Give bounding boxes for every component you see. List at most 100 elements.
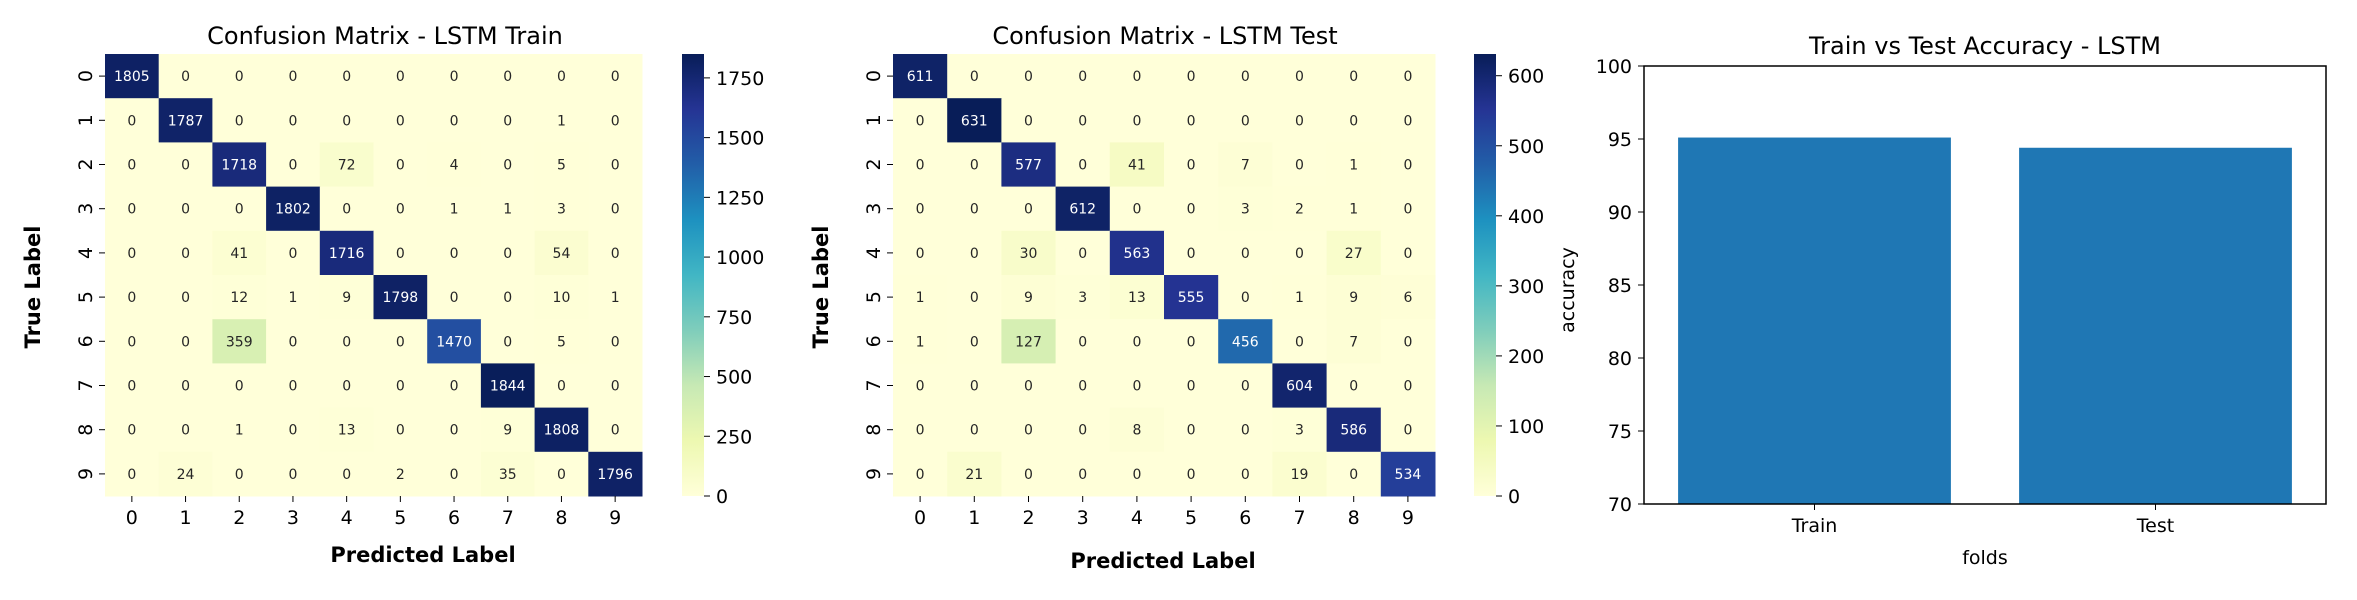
bar-chart-title: Train vs Test Accuracy - LSTM: [1808, 32, 2161, 60]
heatmap-cell: [427, 142, 482, 188]
cell-value-label: 4: [450, 158, 459, 174]
heatmap-cell: [1380, 407, 1436, 453]
cell-value-label: 0: [1295, 158, 1304, 174]
cell-value-label: 0: [235, 69, 244, 85]
cell-value-label: 0: [396, 158, 405, 174]
heatmap-cell: [588, 54, 643, 99]
heatmap-cell: [373, 186, 428, 232]
heatmap-cell: [1218, 363, 1273, 409]
cell-value-label: 1: [1349, 202, 1358, 218]
heatmap-cell: [427, 186, 482, 232]
cell-value-label: 0: [1187, 113, 1196, 129]
heatmap-cell: [1109, 407, 1165, 453]
heatmap-cell: [1164, 186, 1219, 232]
heatmap-cell: [1218, 230, 1273, 276]
heatmap-cell: [1218, 407, 1273, 453]
heatmap-cell: [1380, 363, 1436, 409]
cell-value-label: 0: [288, 113, 297, 129]
heatmap-cell: [534, 98, 589, 143]
heatmap-cell: [1380, 230, 1436, 276]
heatmap-cell: [480, 186, 536, 232]
accuracy-bar-chart: Train vs Test Accuracy - LSTM 70 75 80 85 90…: [1557, 32, 2327, 569]
cell-value-label: 0: [181, 379, 190, 395]
cell-value-label: 0: [1349, 113, 1358, 129]
heatmap-cell: [893, 186, 948, 232]
colorbar-tick-label: 0: [716, 486, 728, 508]
cell-value-label: 1: [235, 423, 244, 439]
train-colorbar: 0 250 500 750 1000 1250 1500 1750: [682, 54, 764, 508]
cell-value-label: 0: [450, 246, 459, 262]
cell-value-label: 0: [611, 334, 620, 350]
heatmap-cell: [1164, 407, 1219, 453]
cell-value-label: 0: [396, 113, 405, 129]
cell-value-label: 30: [1020, 246, 1038, 262]
heatmap-cell: [480, 142, 536, 188]
accuracy-bar: [1678, 137, 1951, 505]
heatmap-cell: [212, 363, 267, 409]
heatmap-cell: [588, 407, 643, 453]
heatmap-cell: [1272, 186, 1328, 232]
heatmap-cell: [1055, 319, 1111, 364]
heatmap-cell: [1001, 186, 1057, 232]
heatmap-cell: [1109, 275, 1165, 320]
cell-value-label: 0: [288, 334, 297, 350]
y-tick-label: 100: [1596, 56, 1632, 78]
cell-value-label: 1: [611, 290, 620, 306]
x-tick-label: 4: [1131, 507, 1143, 529]
cell-value-label: 8: [1132, 423, 1141, 439]
cell-value-label: 0: [127, 423, 136, 439]
heatmap-cell: [534, 186, 589, 232]
heatmap-cell: [534, 230, 589, 276]
colorbar-tick-label: 500: [716, 367, 752, 389]
heatmap-cell: [373, 54, 428, 99]
cell-value-label: 1: [916, 334, 925, 350]
cell-value-label: 0: [1241, 246, 1250, 262]
cell-value-label: 0: [127, 467, 136, 483]
y-tick-label: 0: [75, 70, 97, 82]
y-tick-label: 70: [1608, 494, 1632, 516]
y-tick-label: 75: [1608, 421, 1632, 443]
cell-value-label: 0: [503, 158, 512, 174]
cell-value-label: 0: [916, 246, 925, 262]
heatmap-cell: [212, 407, 267, 453]
cell-value-label: 0: [1078, 246, 1087, 262]
heatmap-cell: [1109, 186, 1165, 232]
heatmap-cell: [212, 319, 267, 364]
heatmap-cell: [1109, 319, 1165, 364]
heatmap-cell: [1001, 54, 1057, 99]
cell-value-label: 19: [1291, 467, 1309, 483]
heatmap-cell: [319, 275, 374, 320]
heatmap-cell: [427, 319, 482, 364]
heatmap-cell: [1001, 142, 1057, 188]
heatmap-cell: [1272, 407, 1328, 453]
x-tick-label: 9: [1402, 507, 1414, 529]
cell-value-label: 21: [965, 467, 983, 483]
heatmap-cell: [947, 54, 1002, 99]
cell-value-label: 0: [1132, 69, 1141, 85]
cell-value-label: 0: [1024, 69, 1033, 85]
heatmap-cell: [373, 230, 428, 276]
heatmap-cell: [947, 142, 1002, 188]
cell-value-label: 456: [1232, 334, 1259, 350]
colorbar-tick-label: 1750: [716, 68, 764, 90]
cell-value-label: 604: [1286, 379, 1313, 395]
heatmap-cell: [319, 54, 374, 99]
heatmap-cell: [212, 275, 267, 320]
cell-value-label: 0: [1132, 202, 1141, 218]
cell-value-label: 0: [1024, 113, 1033, 129]
heatmap-cell: [1272, 319, 1328, 364]
heatmap-cell: [534, 407, 589, 453]
heatmap-cell: [158, 186, 213, 232]
cell-value-label: 0: [1241, 379, 1250, 395]
heatmap-cell: [105, 319, 160, 364]
heatmap-cell: [266, 363, 321, 409]
cell-value-label: 0: [342, 467, 351, 483]
x-tick-label: 6: [448, 507, 460, 529]
cell-value-label: 0: [396, 423, 405, 439]
heatmap-cell: [1218, 451, 1273, 497]
colorbar-tick-label: 250: [716, 426, 752, 448]
cell-value-label: 0: [503, 113, 512, 129]
bar-y-ticks: 70 75 80 85 90 95 100: [1596, 56, 1644, 516]
cell-value-label: 0: [916, 379, 925, 395]
